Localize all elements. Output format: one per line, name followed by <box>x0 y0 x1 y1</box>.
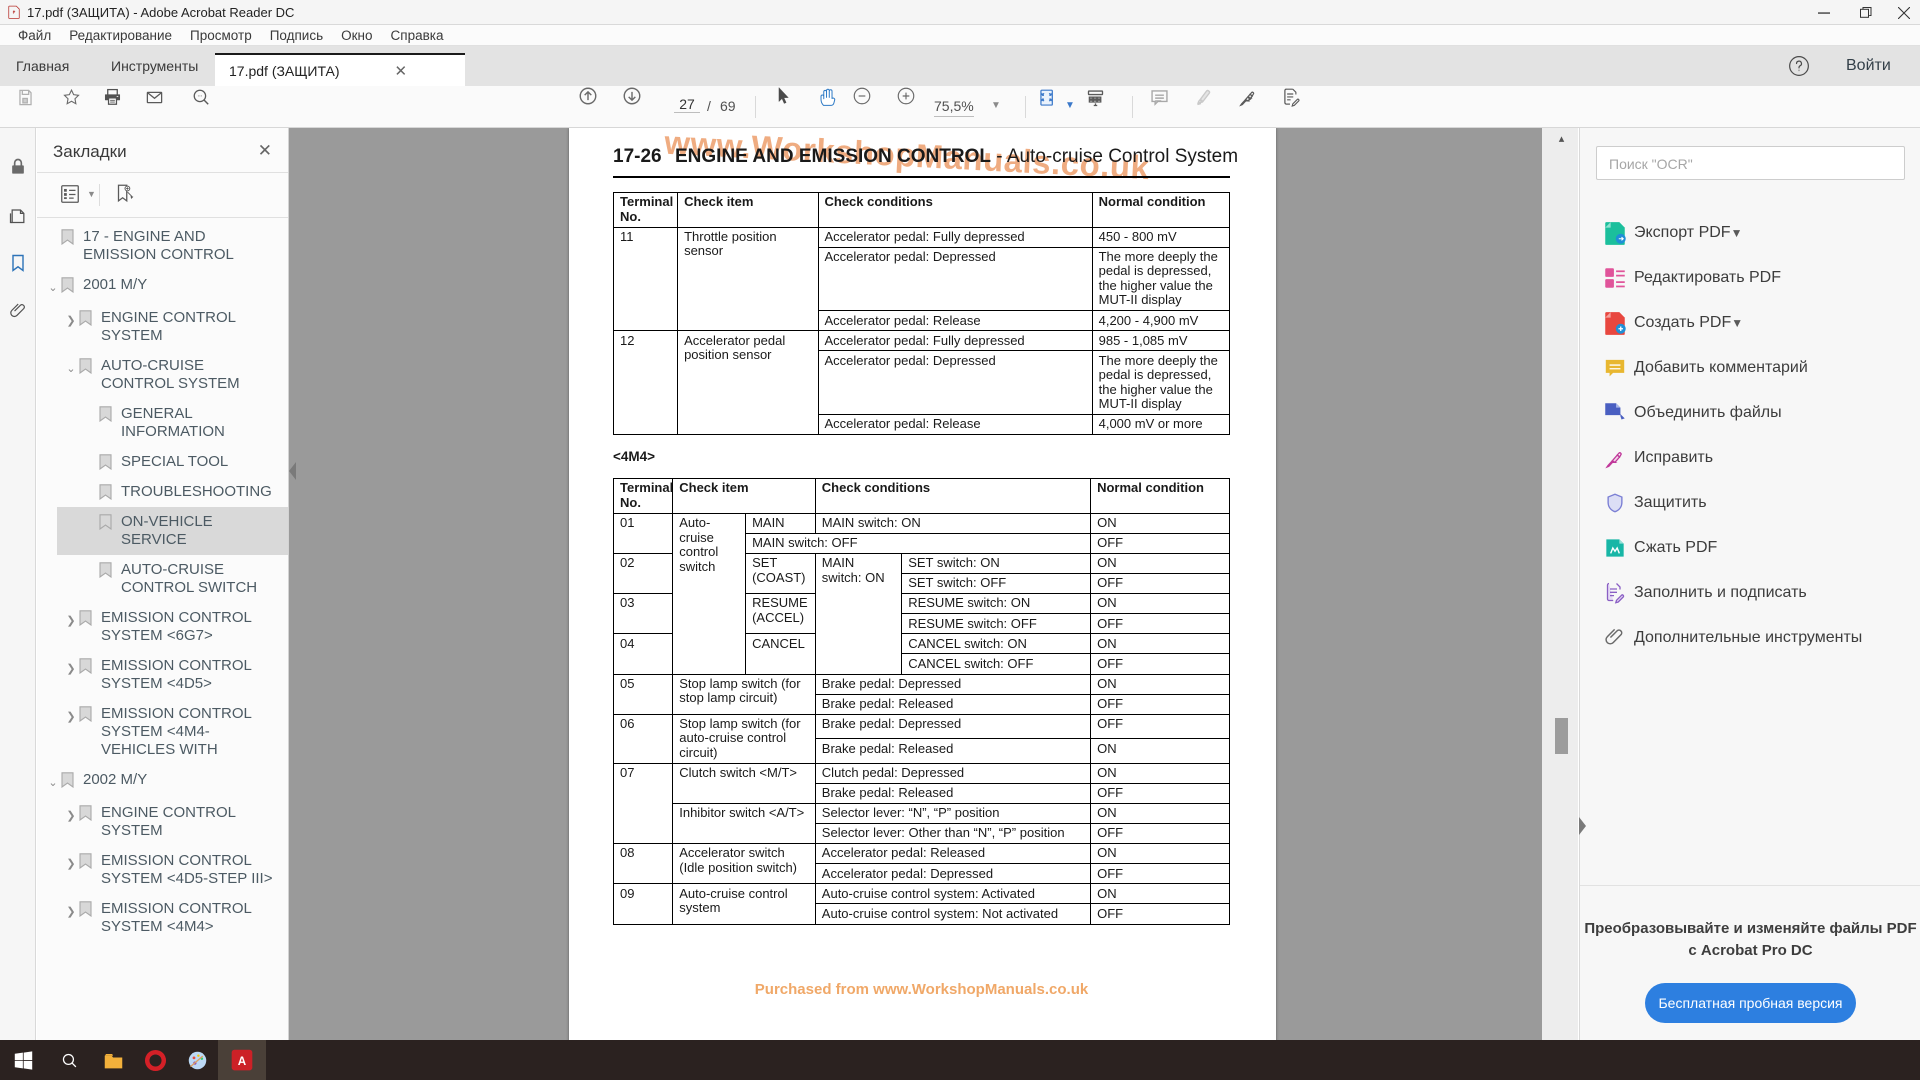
svg-text:A: A <box>238 1055 247 1068</box>
